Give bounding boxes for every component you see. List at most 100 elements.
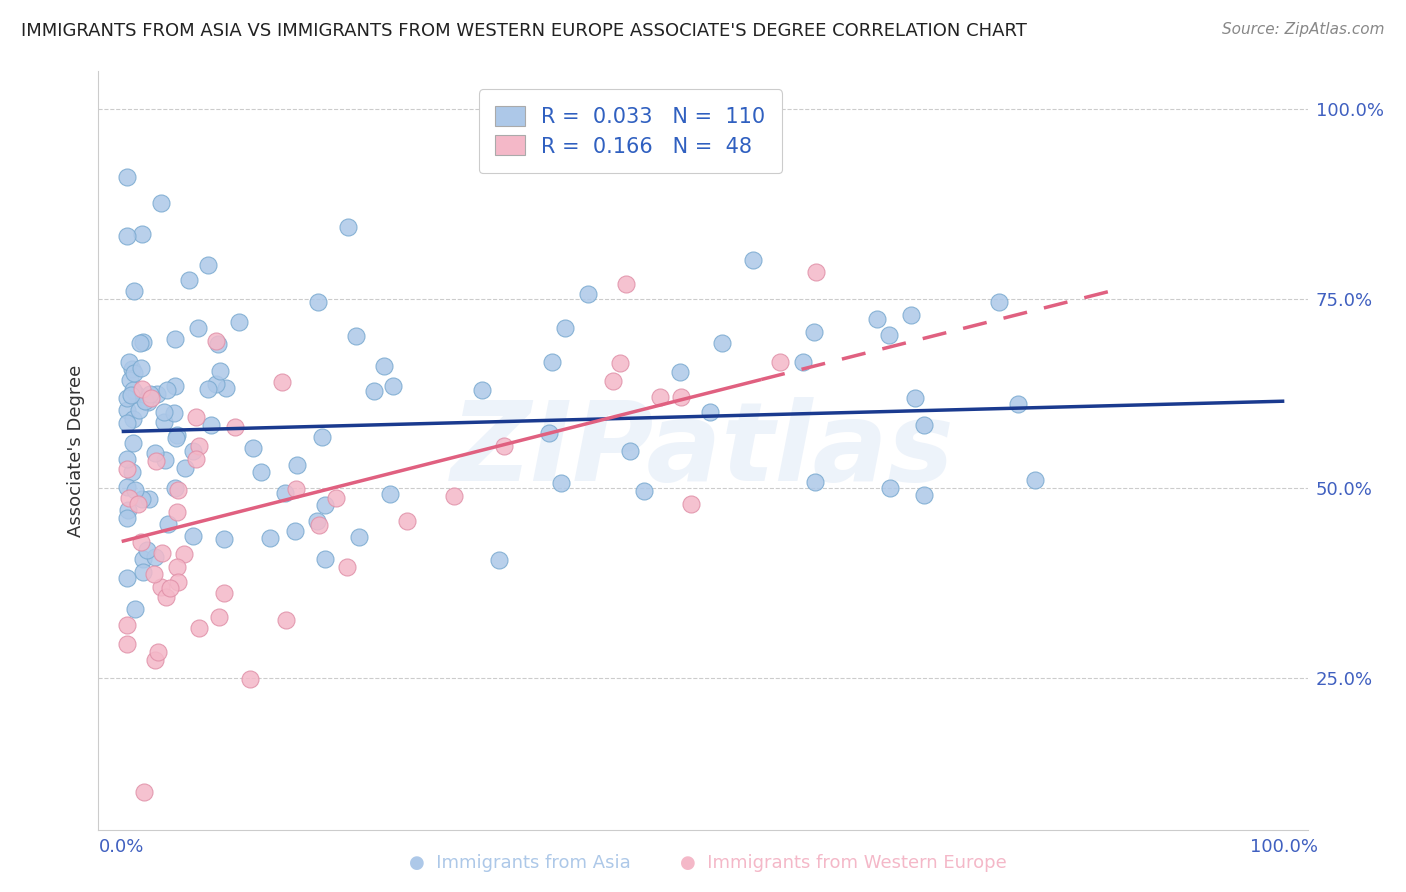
Point [153, 453, 176, 467]
Y-axis label: Associate's Degree: Associate's Degree [66, 364, 84, 537]
Point [129, 534, 152, 549]
Point [143, 446, 166, 460]
Point [395, 514, 418, 528]
Point [804, 475, 827, 490]
Point [163, 379, 186, 393]
Point [363, 384, 385, 398]
Point [307, 295, 329, 310]
Point [900, 308, 922, 322]
Point [325, 491, 347, 505]
Point [117, 502, 139, 516]
Point [609, 356, 631, 370]
Point [912, 488, 935, 502]
Point [314, 552, 336, 566]
Point [136, 542, 159, 557]
Point [239, 672, 262, 686]
Point [122, 436, 145, 450]
Point [145, 454, 167, 468]
Point [117, 403, 139, 417]
Point [214, 381, 236, 395]
Point [122, 412, 145, 426]
Point [669, 365, 692, 379]
Text: Source: ZipAtlas.com: Source: ZipAtlas.com [1222, 22, 1385, 37]
Point [224, 420, 246, 434]
Point [538, 426, 561, 441]
Point [163, 406, 186, 420]
Point [242, 442, 264, 456]
Point [619, 443, 641, 458]
Point [173, 461, 195, 475]
Point [550, 475, 572, 490]
Point [118, 355, 141, 369]
Point [686, 130, 709, 145]
Point [314, 499, 336, 513]
Point [117, 637, 139, 651]
Point [671, 390, 693, 404]
Point [150, 196, 173, 211]
Point [602, 374, 624, 388]
Point [792, 354, 814, 368]
Point [879, 328, 901, 343]
Point [131, 491, 153, 506]
Point [124, 602, 146, 616]
Point [250, 465, 273, 479]
Text: ●  Immigrants from Asia: ● Immigrants from Asia [409, 855, 631, 872]
Point [166, 505, 188, 519]
Point [494, 439, 516, 453]
Point [311, 430, 333, 444]
Point [146, 645, 169, 659]
Point [443, 489, 465, 503]
Point [152, 415, 174, 429]
Point [143, 653, 166, 667]
Point [204, 334, 226, 349]
Point [184, 410, 207, 425]
Point [259, 531, 281, 545]
Point [283, 524, 305, 538]
Point [187, 439, 209, 453]
Point [228, 315, 250, 329]
Point [208, 610, 231, 624]
Point [471, 383, 494, 397]
Point [145, 550, 167, 565]
Point [166, 560, 188, 574]
Point [576, 286, 599, 301]
Point [129, 335, 152, 350]
Text: ZIPatlas: ZIPatlas [451, 397, 955, 504]
Point [200, 418, 222, 433]
Point [769, 354, 792, 368]
Point [336, 220, 359, 235]
Point [146, 387, 169, 401]
Point [129, 361, 152, 376]
Point [117, 391, 139, 405]
Point [166, 427, 188, 442]
Point [1007, 397, 1029, 411]
Point [122, 366, 145, 380]
Point [382, 378, 405, 392]
Text: ●  Immigrants from Western Europe: ● Immigrants from Western Europe [681, 855, 1007, 872]
Point [987, 295, 1010, 310]
Point [741, 253, 763, 268]
Point [633, 483, 655, 498]
Point [344, 329, 367, 343]
Point [167, 574, 190, 589]
Point [541, 355, 564, 369]
Point [488, 552, 510, 566]
Point [554, 320, 576, 334]
Point [132, 552, 155, 566]
Point [124, 284, 146, 298]
Point [131, 227, 153, 241]
Point [124, 387, 146, 401]
Legend: R =  0.033   N =  110, R =  0.166   N =  48: R = 0.033 N = 110, R = 0.166 N = 48 [479, 89, 782, 173]
Point [143, 566, 166, 581]
Point [207, 336, 229, 351]
Point [181, 529, 204, 543]
Point [208, 364, 231, 378]
Point [270, 375, 292, 389]
Point [187, 321, 209, 335]
Point [165, 481, 187, 495]
Point [156, 383, 179, 397]
Point [187, 620, 209, 634]
Point [117, 618, 139, 632]
Point [149, 580, 172, 594]
Point [136, 395, 159, 409]
